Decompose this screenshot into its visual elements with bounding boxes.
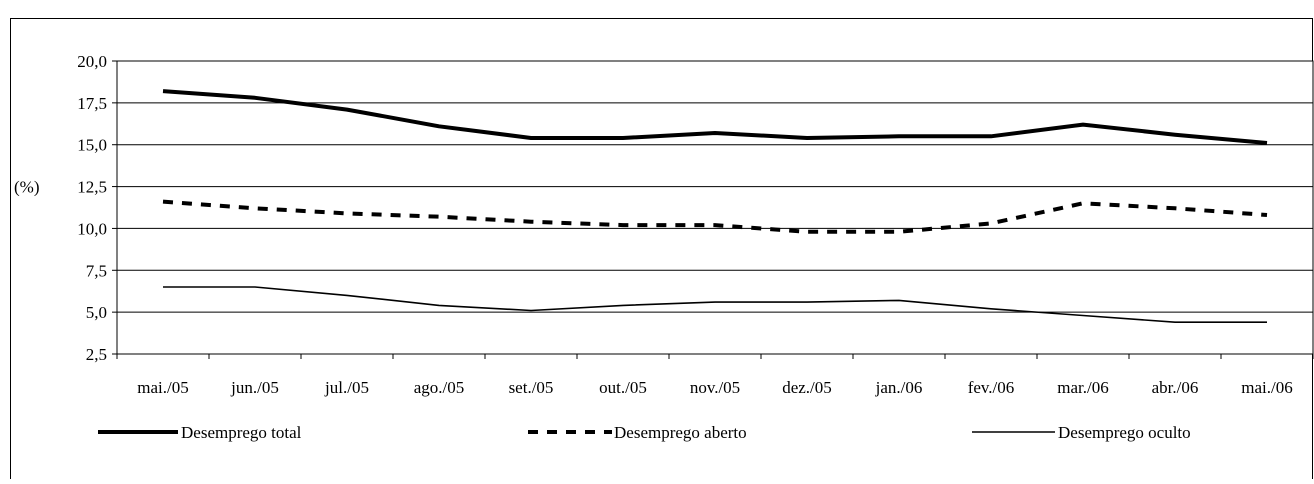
grid-lines xyxy=(117,102,1313,313)
y-tick-label: 5,0 xyxy=(86,303,107,322)
legend: Desemprego total Desemprego aberto Desempr… xyxy=(98,423,1191,442)
x-tick-label: ago./05 xyxy=(414,378,465,397)
y-tick-label: 2,5 xyxy=(86,345,107,364)
series-line xyxy=(162,89,1268,145)
y-axis-label: (%) xyxy=(14,178,39,197)
legend-label: Desemprego total xyxy=(181,423,302,442)
y-tick-label: 20,0 xyxy=(77,52,107,71)
x-tick-label: jan./06 xyxy=(875,378,923,397)
y-tick-label: 7,5 xyxy=(86,261,107,280)
axes: 2,5 5,0 7,5 10,0 12,5 15,0 17,5 20,0 (%) mai./05 j… xyxy=(14,52,1314,397)
plot-area xyxy=(116,60,1314,355)
x-tick-label: out./05 xyxy=(599,378,647,397)
y-tick-label: 17,5 xyxy=(77,94,107,113)
series-line xyxy=(162,199,1268,234)
x-tick-label: jul./05 xyxy=(324,378,369,397)
x-tick-label: abr./06 xyxy=(1152,378,1199,397)
series-lines xyxy=(162,89,1268,324)
y-tick-label: 15,0 xyxy=(77,136,107,155)
legend-label: Desemprego oculto xyxy=(1058,423,1191,442)
x-tick-label: mai./05 xyxy=(137,378,188,397)
series-line xyxy=(163,286,1267,324)
x-tick-label: nov./05 xyxy=(690,378,740,397)
x-tick-label: fev./06 xyxy=(968,378,1015,397)
x-tick-label: mar./06 xyxy=(1057,378,1108,397)
x-tick-label: set./05 xyxy=(509,378,554,397)
y-tick-label: 10,0 xyxy=(77,219,107,238)
y-tick-label: 12,5 xyxy=(77,178,107,197)
x-tick-label: jun./05 xyxy=(230,378,279,397)
x-tick-label: mai./06 xyxy=(1241,378,1292,397)
x-tick-label: dez./05 xyxy=(782,378,832,397)
legend-label: Desemprego aberto xyxy=(614,423,747,442)
